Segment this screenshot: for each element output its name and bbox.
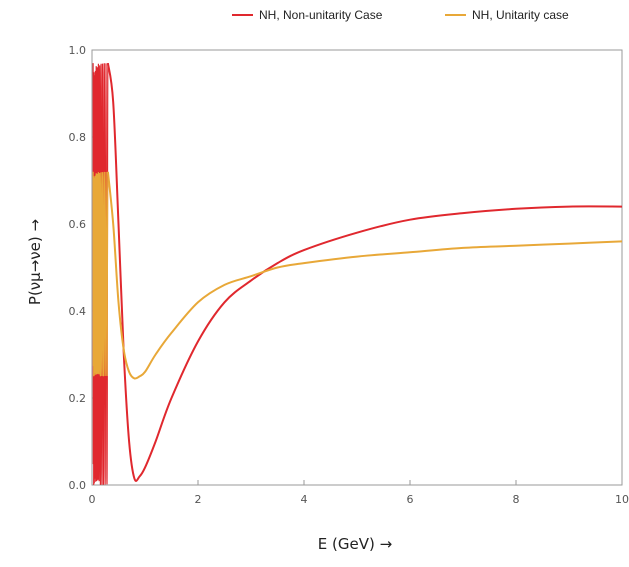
legend: NH, Non-unitarity Case NH, Unitarity cas…	[232, 8, 569, 22]
y-tick-label: 0.4	[69, 305, 87, 318]
y-tick-label: 1.0	[69, 44, 87, 57]
axis-ticks: 0 2 4 6 8 10 0.0 0.2 0.4 0.6 0.8 1.0	[69, 44, 629, 506]
y-tick-label: 0.0	[69, 479, 87, 492]
series-line-unitarity	[106, 171, 623, 380]
x-axis-title: E (GeV) →	[318, 535, 392, 553]
x-tick-label: 8	[513, 493, 520, 506]
y-tick-label: 0.2	[69, 392, 87, 405]
legend-label-non-unitarity: NH, Non-unitarity Case	[259, 8, 383, 22]
y-tick-label: 0.6	[69, 218, 87, 231]
legend-label-unitarity: NH, Unitarity case	[472, 8, 569, 22]
x-tick-label: 4	[301, 493, 308, 506]
series-line-unitarity-oscillation	[92, 171, 109, 377]
series-line-non-unitarity	[106, 62, 623, 482]
x-tick-label: 6	[407, 493, 414, 506]
y-axis-title: P(νμ→νe) →	[26, 219, 44, 305]
x-tick-label: 2	[195, 493, 202, 506]
x-tick-label: 10	[615, 493, 629, 506]
y-tick-label: 0.8	[69, 131, 87, 144]
plot-frame	[91, 49, 623, 486]
x-tick-label: 0	[89, 493, 96, 506]
series-layer	[92, 62, 623, 485]
